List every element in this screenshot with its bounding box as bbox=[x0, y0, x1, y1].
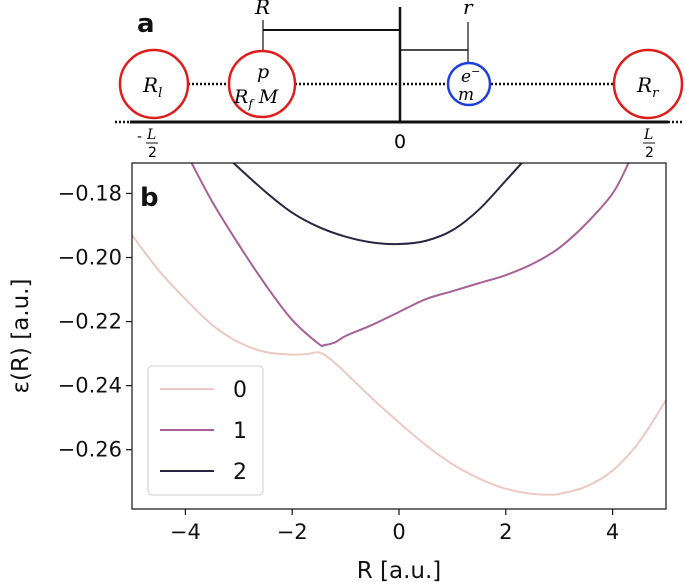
right-ion-label: Rr bbox=[636, 73, 659, 101]
electron-circle bbox=[446, 61, 492, 107]
left-end-denominator: 2 bbox=[148, 145, 157, 161]
right-end-label: L 2 bbox=[643, 127, 655, 161]
legend-label-0: 0 bbox=[233, 378, 247, 403]
x-axis-label: R [a.u.] bbox=[357, 558, 442, 582]
left-end-numerator: L bbox=[146, 127, 156, 143]
legend: 0 1 2 bbox=[147, 365, 264, 496]
ticks-layer: −4 −2 0 2 4 −0.18 −0.20 −0.22 −0.24 −0.26 bbox=[58, 181, 620, 544]
center-zero-label: 0 bbox=[394, 131, 406, 153]
x-tick-label: 2 bbox=[499, 520, 512, 544]
y-tick-label: −0.22 bbox=[58, 310, 122, 334]
x-tick-label: −2 bbox=[277, 520, 308, 544]
left-ion-label: Rl bbox=[142, 73, 162, 101]
r-distance-label: r bbox=[463, 0, 474, 19]
legend-entries: 0 1 2 bbox=[160, 378, 247, 485]
proton-circle bbox=[227, 49, 297, 119]
x-tick-label: 4 bbox=[606, 520, 619, 544]
series-line-2 bbox=[232, 163, 523, 246]
R-distance-label: R bbox=[254, 0, 270, 19]
y-tick-label: −0.18 bbox=[58, 181, 122, 205]
y-tick-label: −0.24 bbox=[58, 374, 122, 398]
left-end-sign: - bbox=[137, 129, 142, 145]
right-ion-circle bbox=[612, 48, 684, 120]
legend-label-2: 2 bbox=[233, 460, 247, 485]
right-end-denominator: 2 bbox=[645, 145, 654, 161]
x-tick-label: 0 bbox=[392, 520, 405, 544]
legend-label-1: 1 bbox=[233, 419, 247, 444]
right-end-numerator: L bbox=[643, 127, 653, 143]
series-line-0 bbox=[132, 234, 666, 496]
series-line-1 bbox=[190, 163, 630, 348]
panel-a-label: a bbox=[137, 9, 155, 39]
electron-label: e− bbox=[461, 65, 480, 87]
left-ion-circle bbox=[118, 48, 190, 120]
electron-mass-label: m bbox=[458, 85, 474, 105]
y-axis-label: ε(R) [a.u.] bbox=[8, 279, 34, 394]
x-tick-label: −4 bbox=[170, 520, 201, 544]
proton-label: p bbox=[257, 61, 269, 83]
y-tick-label: −0.20 bbox=[58, 246, 122, 270]
y-tick-label: −0.26 bbox=[58, 438, 122, 462]
proton-R-label: Rf M bbox=[233, 86, 279, 111]
series-layer bbox=[132, 163, 666, 496]
schematic-panel-a: a R r Rl p Rf M e− m Rr 0 bbox=[115, 0, 684, 161]
panel-b-label: b bbox=[140, 183, 159, 213]
left-end-label: - L 2 bbox=[137, 127, 158, 161]
chart-panel-b: −4 −2 0 2 4 −0.18 −0.20 −0.22 −0.24 −0.26 b R [a.… bbox=[8, 162, 667, 582]
